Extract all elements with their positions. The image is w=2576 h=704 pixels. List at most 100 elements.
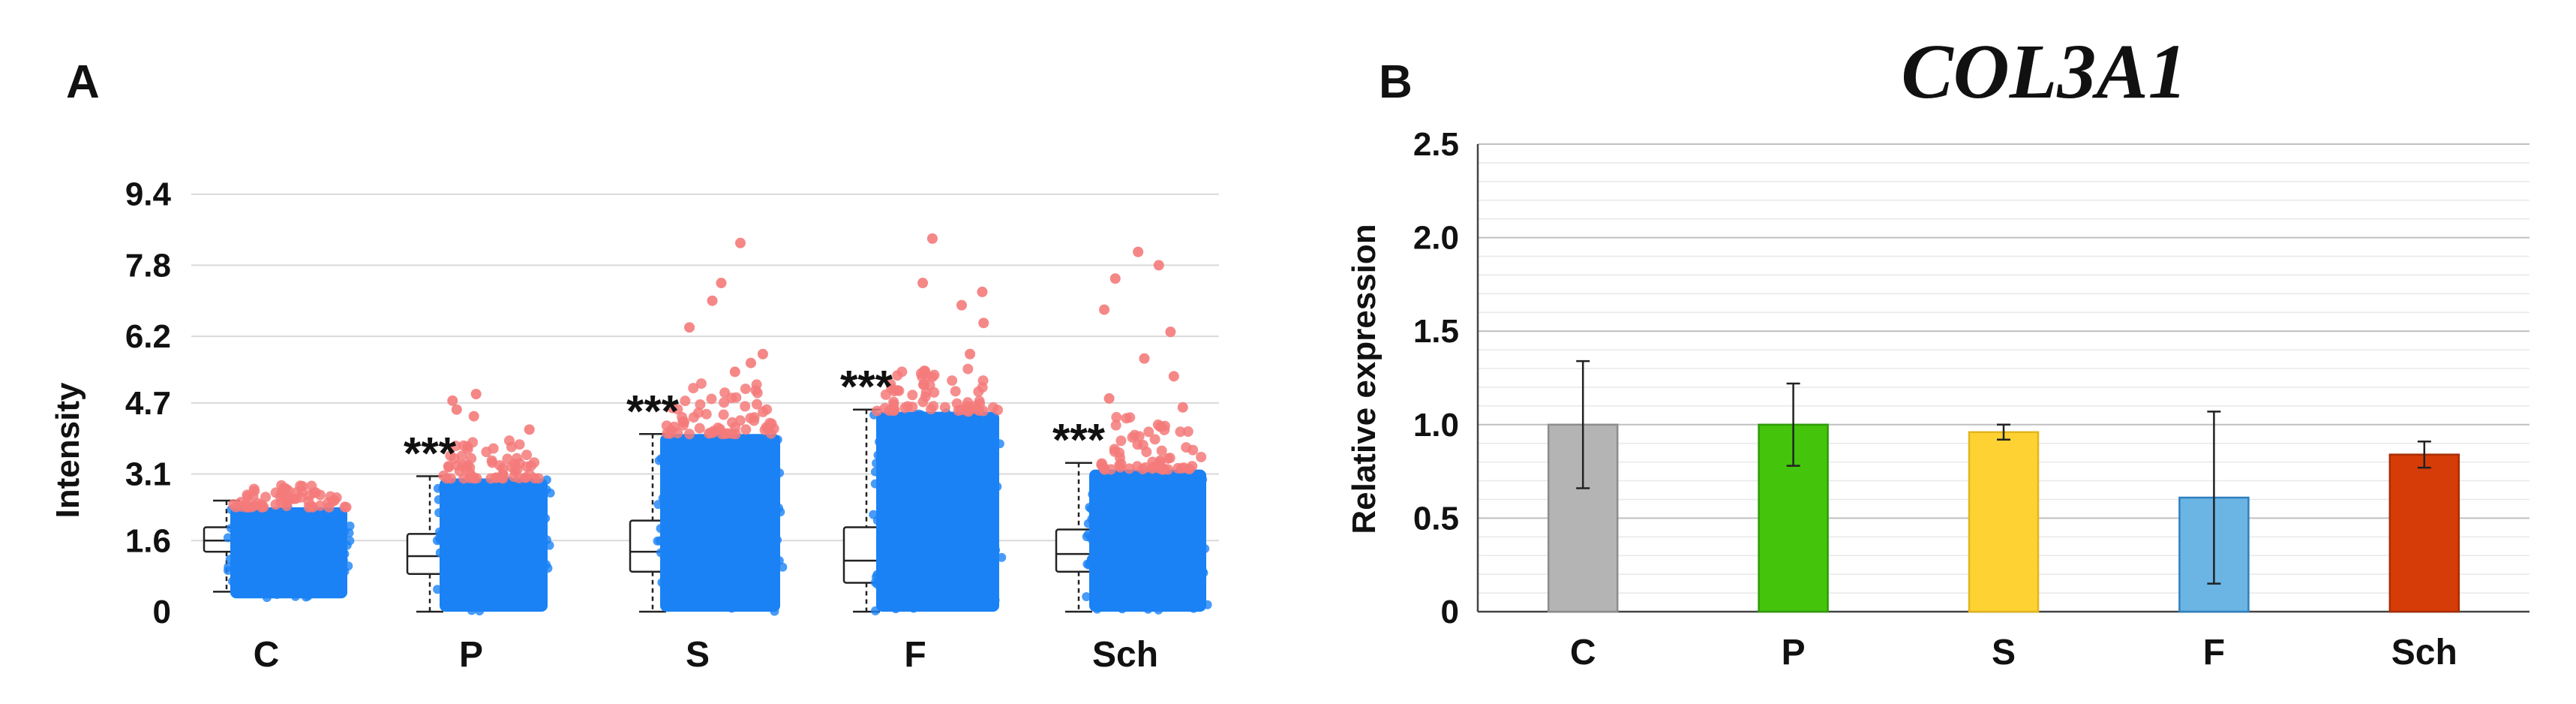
- panel-a-jitter-point: [280, 522, 290, 532]
- panel-a-jitter-point: [1182, 497, 1192, 507]
- panel-a-jitter-point: [522, 566, 532, 576]
- panel-a-jitter-point: [905, 571, 914, 581]
- panel-a-outlier-point: [977, 382, 988, 393]
- panel-a-jitter-point: [1082, 592, 1091, 602]
- panel-a-jitter-point: [944, 510, 953, 520]
- panel-a-outlier-point: [730, 429, 741, 440]
- panel-a-jitter-point: [914, 513, 923, 523]
- panel-a-outlier-point: [672, 428, 683, 439]
- panel-a-jitter-point: [535, 569, 545, 579]
- panel-a-jitter-point: [334, 537, 344, 546]
- panel-a-outlier-point: [1141, 447, 1152, 458]
- panel-a-outlier-point: [907, 402, 918, 413]
- panel-a-jitter-point: [1143, 604, 1153, 614]
- panel-a-outlier-point: [456, 450, 467, 462]
- panel-a-jitter-group: [432, 389, 555, 615]
- panel-a-jitter-point: [248, 542, 258, 552]
- panel-a-jitter-point: [722, 468, 732, 477]
- panel-a-jitter-point: [708, 474, 718, 484]
- panel-a-jitter-point: [710, 455, 719, 465]
- panel-a-outlier-point: [962, 363, 974, 375]
- panel-a-jitter-point: [1109, 540, 1119, 549]
- panel-a-jitter-point: [1197, 553, 1207, 563]
- panel-a-outlier-point: [879, 402, 890, 414]
- panel-a-jitter-point: [1141, 574, 1151, 584]
- panel-a-outlier-point: [1156, 421, 1167, 432]
- panel-a-jitter-point: [1184, 539, 1194, 549]
- panel-a-outlier-point: [1156, 445, 1167, 456]
- panel-a-category-label: Sch: [1092, 635, 1158, 675]
- panel-a-jitter-point: [545, 488, 555, 498]
- panel-a-jitter-point: [930, 600, 940, 609]
- panel-a-outlier-point: [684, 429, 695, 440]
- panel-a-jitter-point: [746, 446, 755, 456]
- panel-a-outlier-point: [521, 461, 533, 472]
- panel-a-jitter-point: [1154, 605, 1163, 615]
- panel-a-jitter-point: [1202, 600, 1212, 609]
- panel-a-jitter-point: [958, 549, 968, 559]
- panel-a-jitter-point: [284, 550, 293, 560]
- panel-a-category-label: S: [686, 635, 710, 675]
- panel-a-jitter-point: [704, 528, 713, 538]
- panel-a-jitter-point: [444, 555, 454, 565]
- panel-a-jitter-point: [272, 590, 282, 600]
- panel-a-jitter-point: [506, 559, 515, 569]
- panel-a-jitter-point: [752, 498, 761, 507]
- panel-a-jitter-point: [931, 472, 941, 482]
- panel-a-jitter-point: [345, 521, 355, 531]
- panel-a-jitter-point: [729, 558, 739, 568]
- panel-a-jitter-point: [674, 570, 684, 580]
- panel-a-outlier-point: [1177, 402, 1188, 413]
- panel-a-jitter-point: [948, 552, 958, 562]
- panel-a-jitter-point: [281, 573, 290, 583]
- panel-b-category-label: P: [1782, 633, 1806, 672]
- panel-a-jitter-point: [678, 597, 688, 607]
- panel-a-outlier-point: [450, 441, 461, 452]
- panel-a-outlier-point: [241, 501, 252, 513]
- panel-a-jitter-point: [893, 521, 903, 531]
- panel-a-outlier-point: [1165, 326, 1176, 338]
- panel-a-jitter-point: [1106, 501, 1116, 511]
- panel-a-jitter-point: [734, 535, 743, 545]
- panel-a-jitter-point: [262, 521, 272, 531]
- panel-b-label: B: [1379, 56, 1413, 108]
- panel-a-significance: ***: [626, 386, 680, 436]
- panel-a-jitter-point: [1098, 494, 1108, 504]
- panel-a-jitter-point: [906, 593, 916, 603]
- panel-a-jitter-point: [335, 573, 344, 583]
- panel-a-jitter-point: [1128, 552, 1138, 562]
- panel-a-jitter-point: [1181, 476, 1191, 486]
- panel-a-jitter-point: [1126, 484, 1136, 494]
- panel-a-outlier-point: [290, 493, 302, 504]
- panel-a-outlier-point: [1124, 463, 1135, 474]
- panel-a-jitter-point: [902, 482, 912, 492]
- panel-a-jitter-point: [747, 546, 757, 556]
- panel-a-outlier-point: [664, 428, 675, 439]
- panel-a-outlier-point: [1196, 451, 1207, 462]
- panel-a-jitter-point: [1142, 472, 1151, 482]
- panel-a-jitter-point: [893, 426, 903, 436]
- panel-a-jitter-point: [682, 567, 692, 576]
- panel-a-jitter-point: [495, 498, 505, 507]
- panel-a-outlier-point: [692, 407, 704, 418]
- panel-a-jitter-point: [656, 524, 665, 534]
- panel-a-jitter-point: [882, 473, 892, 483]
- panel-a-outlier-point: [502, 453, 513, 465]
- panel-a-jitter-point: [1121, 491, 1130, 501]
- panel-a-jitter-point: [908, 603, 918, 613]
- panel-a-jitter-point: [681, 450, 691, 460]
- panel-a-jitter-point: [250, 524, 260, 534]
- panel-a-jitter-point: [1196, 515, 1205, 525]
- panel-a-outlier-point: [1175, 426, 1186, 438]
- panel-a-jitter-point: [965, 483, 975, 492]
- panel-a-jitter-point: [1181, 516, 1190, 526]
- panel-a-jitter-point: [975, 558, 985, 567]
- panel-a-jitter-point: [947, 585, 957, 594]
- panel-a-jitter-point: [870, 467, 880, 477]
- panel-b-category-label: C: [1570, 633, 1596, 672]
- panel-a-y-tick-label: 7.8: [125, 247, 171, 284]
- panel-a-jitter-point: [1097, 538, 1107, 548]
- panel-a-jitter-point: [1083, 530, 1093, 540]
- panel-a-jitter-point: [513, 540, 523, 550]
- panel-a-jitter-point: [433, 585, 443, 594]
